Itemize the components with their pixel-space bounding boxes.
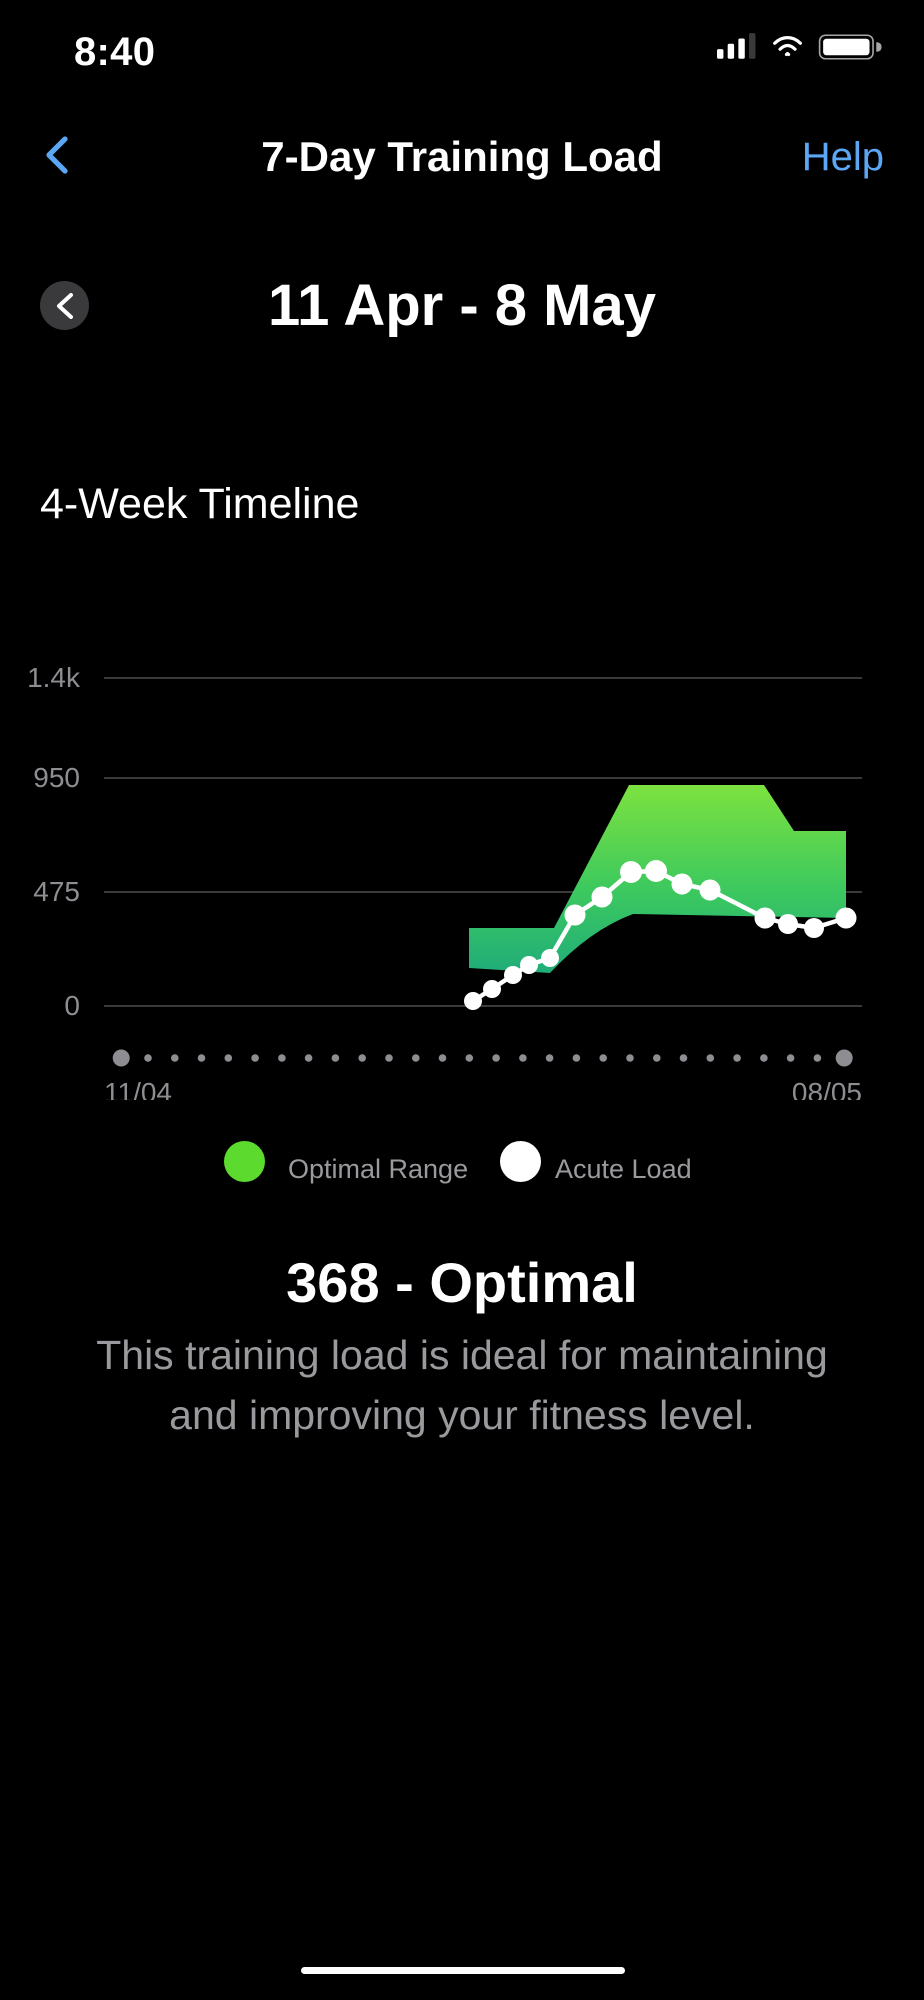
svg-text:1.4k: 1.4k [27,662,81,693]
svg-text:475: 475 [33,876,80,907]
svg-text:0: 0 [64,990,80,1021]
svg-text:08/05: 08/05 [792,1077,862,1100]
svg-text:950: 950 [33,762,80,793]
svg-text:11/04: 11/04 [104,1077,172,1100]
